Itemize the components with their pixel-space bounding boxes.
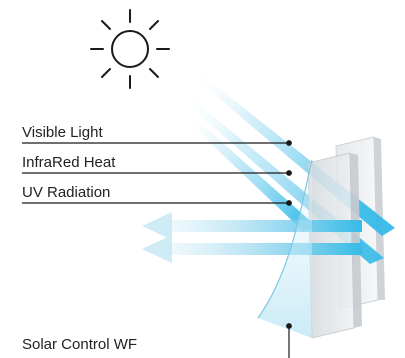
infrared-heat-label: InfraRed Heat — [22, 154, 116, 171]
sun-icon — [90, 9, 170, 89]
product-label: Solar Control WF — [22, 336, 137, 353]
reflected-beams — [142, 212, 362, 263]
uv-radiation-beam — [186, 120, 316, 231]
visible-light-label: Visible Light — [22, 124, 103, 141]
reflected-beam-upper — [142, 212, 362, 240]
reflected-beam-lower — [142, 235, 362, 263]
solar-control-film — [258, 160, 312, 338]
leader-lines — [22, 140, 292, 358]
solar-control-film-edge — [257, 159, 313, 319]
uv-radiation-label: UV Radiation — [22, 184, 110, 201]
